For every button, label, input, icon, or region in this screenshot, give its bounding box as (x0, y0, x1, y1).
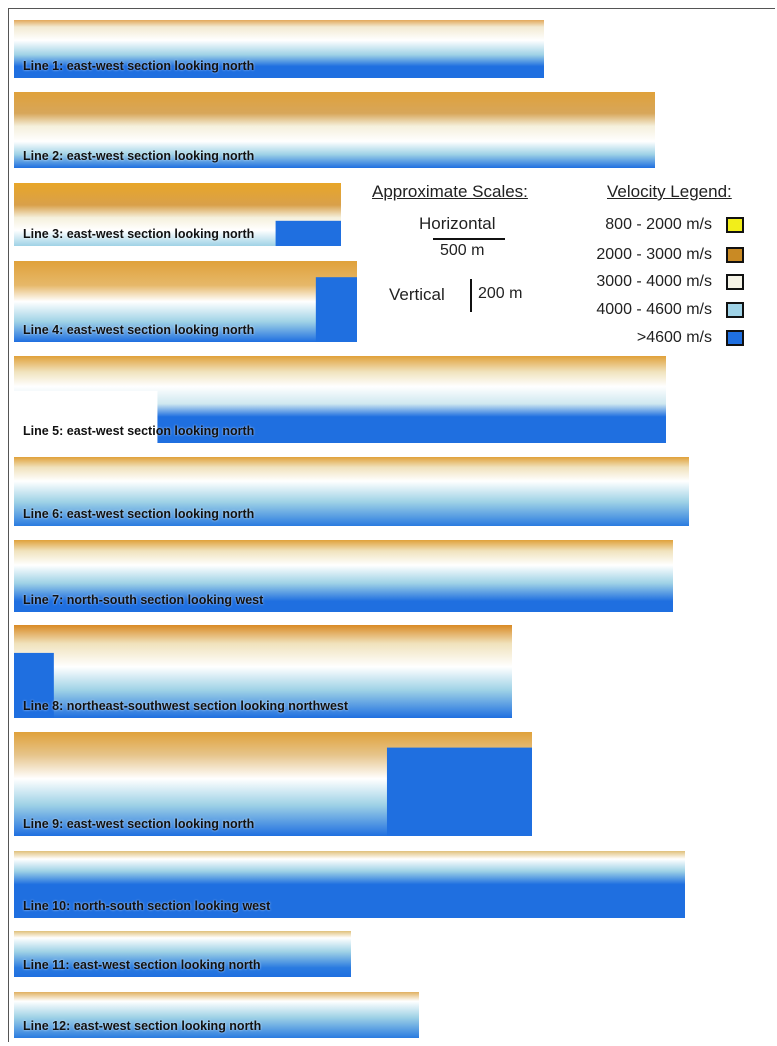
velocity-section-line-4: Line 4: east-west section looking north (14, 261, 357, 342)
section-label: Line 3: east-west section looking north (23, 227, 255, 241)
vertical-scale-value: 200 m (478, 285, 523, 302)
section-label: Line 1: east-west section looking north (23, 59, 255, 73)
velocity-section-line-11: Line 11: east-west section looking north (14, 931, 351, 977)
velocity-section-line-2: Line 2: east-west section looking north (14, 92, 655, 168)
velocity-section-image (14, 851, 685, 918)
velocity-section-image (14, 540, 673, 612)
section-label: Line 2: east-west section looking north (23, 149, 255, 163)
legend-swatch (726, 247, 744, 263)
vertical-scale-bar (470, 279, 472, 312)
section-label: Line 6: east-west section looking north (23, 507, 255, 521)
legend-label: 800 - 2000 m/s (605, 216, 712, 233)
velocity-section-image (14, 931, 351, 977)
vertical-scale-label: Vertical (389, 285, 445, 304)
horizontal-scale-label: Horizontal (419, 214, 496, 233)
velocity-section-line-7: Line 7: north-south section looking west (14, 540, 673, 612)
scales-title: Approximate Scales: (372, 182, 528, 201)
velocity-section-image (14, 20, 544, 78)
legend-item: 4000 - 4600 m/s (596, 300, 744, 320)
velocity-section-line-12: Line 12: east-west section looking north (14, 992, 419, 1038)
velocity-section-line-3: Line 3: east-west section looking north (14, 183, 341, 246)
velocity-section-line-10: Line 10: north-south section looking wes… (14, 851, 685, 918)
legend-swatch (726, 217, 744, 233)
legend-item: 800 - 2000 m/s (605, 215, 744, 235)
legend-item: 2000 - 3000 m/s (596, 245, 744, 265)
legend-item: >4600 m/s (637, 328, 744, 348)
velocity-section-image (14, 183, 341, 246)
velocity-section-line-6: Line 6: east-west section looking north (14, 457, 689, 526)
section-label: Line 7: north-south section looking west (23, 593, 264, 607)
legend-label: 3000 - 4000 m/s (596, 273, 712, 290)
legend-label: 2000 - 3000 m/s (596, 246, 712, 263)
velocity-section-image (14, 625, 512, 718)
velocity-section-line-9: Line 9: east-west section looking north (14, 732, 532, 836)
section-label: Line 8: northeast-southwest section look… (23, 699, 349, 713)
section-label: Line 4: east-west section looking north (23, 323, 255, 337)
section-label: Line 5: east-west section looking north (23, 424, 255, 438)
horizontal-scale-value: 500 m (440, 242, 485, 259)
horizontal-scale-bar (433, 238, 505, 240)
velocity-section-image (14, 457, 689, 526)
velocity-section-image (14, 992, 419, 1038)
section-label: Line 10: north-south section looking wes… (23, 899, 271, 913)
section-label: Line 12: east-west section looking north (23, 1019, 262, 1033)
legend-swatch (726, 274, 744, 290)
velocity-section-line-5: Line 5: east-west section looking north (14, 356, 666, 443)
legend-title: Velocity Legend: (607, 182, 732, 201)
velocity-section-image (14, 356, 666, 443)
legend-swatch (726, 330, 744, 346)
velocity-section-line-8: Line 8: northeast-southwest section look… (14, 625, 512, 718)
legend-label: 4000 - 4600 m/s (596, 301, 712, 318)
figure-frame (8, 8, 775, 1042)
section-label: Line 9: east-west section looking north (23, 817, 255, 831)
velocity-section-image (14, 732, 532, 836)
velocity-section-image (14, 92, 655, 168)
legend-label: >4600 m/s (636, 329, 712, 346)
velocity-section-line-1: Line 1: east-west section looking north (14, 20, 544, 78)
legend-swatch (726, 302, 744, 318)
velocity-section-image (14, 261, 357, 342)
section-label: Line 11: east-west section looking north (23, 958, 261, 972)
legend-item: 3000 - 4000 m/s (596, 272, 744, 292)
